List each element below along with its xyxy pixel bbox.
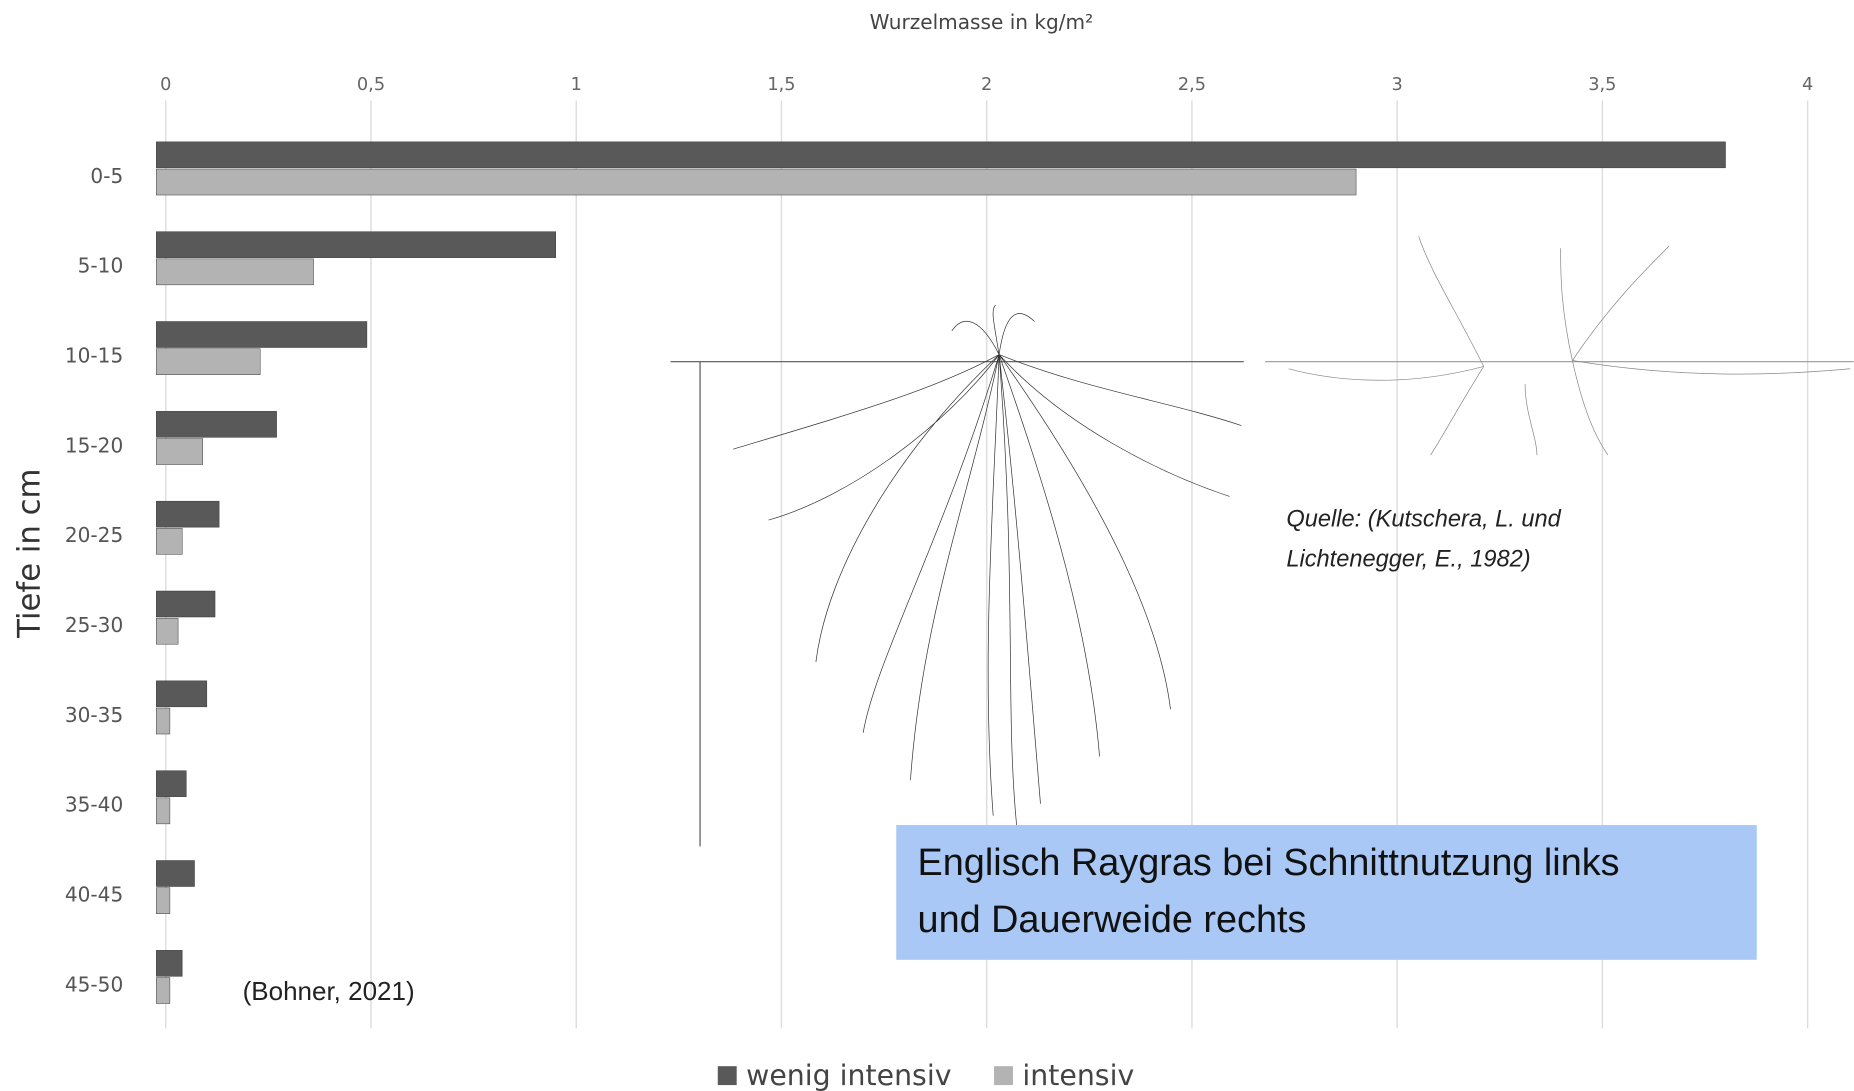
chart: Wurzelmasse in kg/m² Tiefe in cm 0 0,5 1 1,…	[0, 0, 1854, 1091]
legend-swatch	[718, 1066, 737, 1085]
legend: wenig intensiv intensiv	[718, 1059, 1134, 1091]
bar	[156, 259, 313, 285]
image-source: Quelle: (Kutschera, L. und	[1286, 506, 1561, 532]
chart-title: Wurzelmasse in kg/m²	[870, 10, 1094, 34]
bar	[156, 232, 555, 258]
bar	[156, 708, 170, 734]
bar	[156, 771, 186, 797]
legend-label: intensiv	[1022, 1059, 1134, 1091]
root-illustration-left	[671, 305, 1244, 846]
x-tick-label: 0	[160, 75, 171, 95]
root-illustration-right	[1265, 236, 1854, 455]
bar	[156, 528, 182, 554]
y-tick-label: 40-45	[65, 882, 123, 906]
x-tick-label: 2	[981, 75, 992, 95]
x-tick-label: 1,5	[767, 75, 795, 95]
bar	[156, 501, 219, 527]
bar	[156, 169, 1356, 195]
x-tick-label: 1	[571, 75, 582, 95]
caption: Englisch Raygras bei Schnittnutzung link…	[918, 842, 1620, 884]
bar	[156, 950, 182, 976]
y-tick-label: 45-50	[65, 972, 123, 996]
bar	[156, 861, 194, 887]
y-tick-label: 10-15	[65, 343, 123, 367]
bar	[156, 888, 170, 914]
legend-swatch	[994, 1066, 1013, 1085]
bar	[156, 349, 260, 375]
y-tick-label: 15-20	[65, 433, 123, 457]
bar	[156, 142, 1725, 168]
y-tick-label: 5-10	[78, 254, 124, 278]
x-tick-label: 0,5	[357, 75, 385, 95]
bar	[156, 411, 276, 437]
bar	[156, 798, 170, 824]
y-tick-label: 0-5	[90, 164, 123, 188]
bar	[156, 591, 215, 617]
bar	[156, 322, 367, 348]
x-tick-label: 2,5	[1178, 75, 1206, 95]
caption: und Dauerweide rechts	[918, 899, 1307, 941]
y-axis-label: Tiefe in cm	[12, 469, 48, 639]
image-source: Lichtenegger, E., 1982)	[1286, 547, 1530, 573]
y-tick-label: 30-35	[65, 703, 123, 727]
legend-label: wenig intensiv	[746, 1059, 951, 1091]
x-tick-label: 4	[1802, 75, 1813, 95]
bar	[156, 618, 178, 644]
y-tick-label: 35-40	[65, 793, 123, 817]
chart-source: (Bohner, 2021)	[243, 976, 415, 1006]
x-tick-label: 3,5	[1588, 75, 1616, 95]
x-tick-label: 3	[1392, 75, 1403, 95]
y-tick-label: 20-25	[65, 523, 123, 547]
bar	[156, 978, 170, 1004]
bar	[156, 439, 202, 465]
bar	[156, 681, 207, 707]
y-tick-label: 25-30	[65, 613, 123, 637]
